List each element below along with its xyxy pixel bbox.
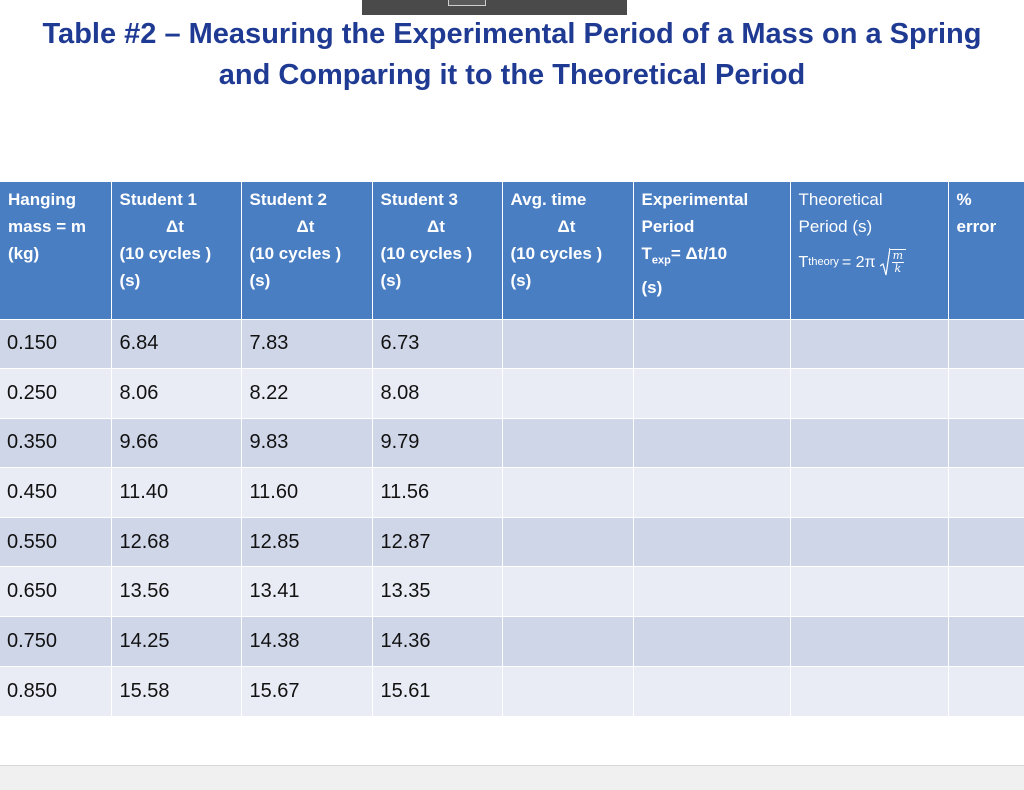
percent-error-cell[interactable] <box>948 516 1024 567</box>
theoretical-period-cell[interactable] <box>790 516 949 567</box>
percent-error-cell[interactable] <box>948 566 1024 617</box>
theoretical-period-cell[interactable] <box>790 566 949 617</box>
student-1-cell: 14.25 <box>111 616 242 667</box>
table-row: 0.250 8.06 8.22 8.08 <box>0 368 1024 419</box>
mass-cell: 0.750 <box>0 616 112 667</box>
header-avg-time: Avg. time Δt (10 cycles ) (s) <box>502 182 634 319</box>
experimental-period-cell[interactable] <box>633 516 791 567</box>
page-title: Table #2 – Measuring the Experimental Pe… <box>0 14 1024 96</box>
table-row: 0.550 12.68 12.85 12.87 <box>0 516 1024 567</box>
theoretical-period-cell[interactable] <box>790 368 949 419</box>
header-experimental-period: Experimental Period Texp= Δt/10 (s) <box>633 182 791 319</box>
student-1-cell: 15.58 <box>111 665 242 716</box>
student-2-cell: 15.67 <box>241 665 373 716</box>
experimental-formula: Texp= Δt/10 <box>641 244 728 267</box>
student-3-cell: 15.61 <box>372 665 503 716</box>
header-row: Hanging mass = m (kg) Student 1 Δt (10 c… <box>0 182 1024 319</box>
theoretical-period-cell[interactable] <box>790 665 949 716</box>
avg-time-cell[interactable] <box>502 566 634 617</box>
avg-time-cell[interactable] <box>502 318 634 369</box>
percent-error-cell[interactable] <box>948 318 1024 369</box>
header-student-2: Student 2 Δt (10 cycles ) (s) <box>241 182 373 319</box>
student-3-cell: 9.79 <box>372 417 503 468</box>
student-2-cell: 11.60 <box>241 467 373 518</box>
header-percent-error: % error <box>948 182 1024 319</box>
student-2-cell: 9.83 <box>241 417 373 468</box>
student-2-cell: 12.85 <box>241 516 373 567</box>
student-1-cell: 8.06 <box>111 368 242 419</box>
student-3-cell: 8.08 <box>372 368 503 419</box>
mass-cell: 0.250 <box>0 368 112 419</box>
student-1-cell: 13.56 <box>111 566 242 617</box>
table-row: 0.850 15.58 15.67 15.61 <box>0 665 1024 716</box>
title-line-1: Table #2 – Measuring the Experimental Pe… <box>42 18 982 50</box>
header-student-1: Student 1 Δt (10 cycles ) (s) <box>111 182 242 319</box>
avg-time-cell[interactable] <box>502 417 634 468</box>
student-1-cell: 6.84 <box>111 318 242 369</box>
student-1-cell: 9.66 <box>111 417 242 468</box>
experimental-period-cell[interactable] <box>633 318 791 369</box>
avg-time-cell[interactable] <box>502 516 634 567</box>
avg-time-cell[interactable] <box>502 665 634 716</box>
table-row: 0.150 6.84 7.83 6.73 <box>0 318 1024 369</box>
student-1-cell: 12.68 <box>111 516 242 567</box>
mass-cell: 0.650 <box>0 566 112 617</box>
m-over-k-fraction: m k <box>889 249 907 275</box>
window-handle[interactable] <box>448 0 486 6</box>
top-window-bar <box>362 0 627 15</box>
square-root-symbol: m k <box>879 248 907 276</box>
table-row: 0.350 9.66 9.83 9.79 <box>0 417 1024 468</box>
student-3-cell: 11.56 <box>372 467 503 518</box>
percent-error-cell[interactable] <box>948 417 1024 468</box>
table-row: 0.750 14.25 14.38 14.36 <box>0 616 1024 667</box>
table-row: 0.450 11.40 11.60 11.56 <box>0 467 1024 518</box>
avg-time-cell[interactable] <box>502 467 634 518</box>
table-row: 0.650 13.56 13.41 13.35 <box>0 566 1024 617</box>
header-mass: Hanging mass = m (kg) <box>0 182 112 319</box>
theoretical-period-cell[interactable] <box>790 467 949 518</box>
theoretical-period-cell[interactable] <box>790 616 949 667</box>
student-2-cell: 7.83 <box>241 318 373 369</box>
avg-time-cell[interactable] <box>502 368 634 419</box>
experimental-period-cell[interactable] <box>633 566 791 617</box>
student-3-cell: 14.36 <box>372 616 503 667</box>
percent-error-cell[interactable] <box>948 467 1024 518</box>
mass-cell: 0.450 <box>0 467 112 518</box>
mass-cell: 0.850 <box>0 665 112 716</box>
student-2-cell: 14.38 <box>241 616 373 667</box>
mass-cell: 0.350 <box>0 417 112 468</box>
percent-error-cell[interactable] <box>948 616 1024 667</box>
mass-cell: 0.550 <box>0 516 112 567</box>
experimental-period-cell[interactable] <box>633 417 791 468</box>
theoretical-period-cell[interactable] <box>790 318 949 369</box>
bottom-bar <box>0 765 1024 790</box>
student-3-cell: 12.87 <box>372 516 503 567</box>
mass-cell: 0.150 <box>0 318 112 369</box>
experimental-period-cell[interactable] <box>633 616 791 667</box>
experimental-period-cell[interactable] <box>633 467 791 518</box>
experimental-period-cell[interactable] <box>633 665 791 716</box>
student-2-cell: 8.22 <box>241 368 373 419</box>
student-3-cell: 13.35 <box>372 566 503 617</box>
student-1-cell: 11.40 <box>111 467 242 518</box>
student-3-cell: 6.73 <box>372 318 503 369</box>
experimental-period-cell[interactable] <box>633 368 791 419</box>
avg-time-cell[interactable] <box>502 616 634 667</box>
student-2-cell: 13.41 <box>241 566 373 617</box>
title-line-2: and Comparing it to the Theoretical Peri… <box>218 59 806 91</box>
theoretical-period-cell[interactable] <box>790 417 949 468</box>
header-student-3: Student 3 Δt (10 cycles ) (s) <box>372 182 503 319</box>
data-table: Hanging mass = m (kg) Student 1 Δt (10 c… <box>0 182 1024 716</box>
percent-error-cell[interactable] <box>948 368 1024 419</box>
percent-error-cell[interactable] <box>948 665 1024 716</box>
